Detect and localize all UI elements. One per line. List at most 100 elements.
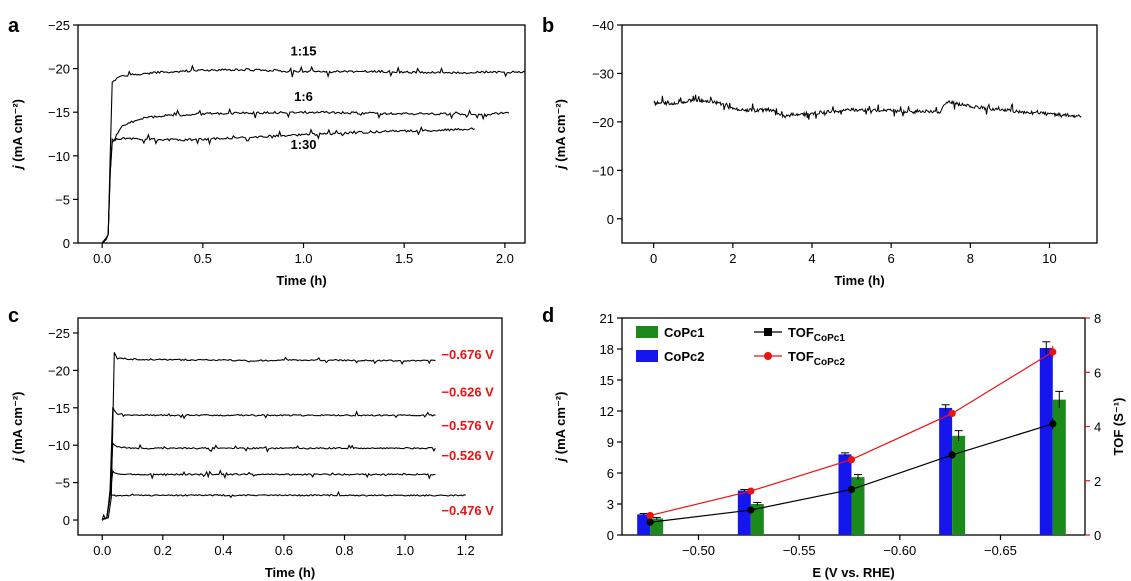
x-tick-label: 1.0 bbox=[396, 543, 414, 558]
tof-copc2-point bbox=[646, 511, 654, 520]
y-tick-label: 6 bbox=[607, 466, 614, 481]
y2-axis-label: TOF (S⁻¹) bbox=[1111, 398, 1126, 456]
x-tick-label: 1.0 bbox=[294, 251, 312, 266]
panel-letter-c: c bbox=[8, 305, 19, 327]
x-tick-label: 8 bbox=[967, 251, 974, 266]
series-line bbox=[101, 490, 466, 520]
x-tick-label: 2.0 bbox=[496, 251, 514, 266]
potential-label: −0.626 V bbox=[441, 385, 494, 400]
bar-copc2 bbox=[737, 490, 751, 535]
tof-copc1-point bbox=[747, 506, 755, 514]
y-tick-label: 15 bbox=[600, 373, 614, 388]
y-tick-label: −20 bbox=[48, 62, 70, 77]
y-tick-label: −5 bbox=[55, 476, 70, 491]
potential-label: −0.676 V bbox=[441, 347, 494, 362]
x-tick-label: 0.0 bbox=[93, 251, 111, 266]
x-tick-label: 0 bbox=[650, 251, 657, 266]
y-tick-label: 18 bbox=[600, 342, 614, 357]
bar-copc1 bbox=[750, 504, 764, 535]
bar-copc1 bbox=[952, 435, 966, 535]
y-tick-label: −20 bbox=[48, 363, 70, 378]
y-tick-label: −15 bbox=[48, 105, 70, 120]
panel-d-chart: −0.50 −0.55 −0.60 −0.65 0 3 6 9 12 15 18 21 E (V vs.… bbox=[553, 311, 1126, 580]
panel-letter-b: b bbox=[542, 15, 554, 37]
y-tick-label: −15 bbox=[48, 401, 70, 416]
x-tick-label: 0.6 bbox=[275, 543, 293, 558]
x-axis-label: Time (h) bbox=[276, 273, 326, 288]
panel-letter-a: a bbox=[8, 15, 20, 37]
x-axis-label: Time (h) bbox=[265, 565, 315, 580]
y-tick-label: 0 bbox=[607, 212, 614, 227]
x-tick-label: −0.65 bbox=[984, 543, 1017, 558]
y-tick-label: 21 bbox=[600, 311, 614, 326]
panel-b-chart: 0 2 4 6 8 10 0 −10 −20 −30 −40 Time (h) j (mA cm⁻²) bbox=[553, 18, 1098, 288]
y2-tick-label: 0 bbox=[1094, 528, 1101, 543]
legend-label-copc1: CoPc1 bbox=[664, 325, 704, 340]
bar-copc1 bbox=[1052, 399, 1066, 535]
plot-frame bbox=[621, 24, 1098, 244]
x-tick-label: −0.55 bbox=[783, 543, 816, 558]
legend-label-tof: TOFCoPc2 bbox=[788, 349, 845, 368]
x-tick-label: 0.5 bbox=[194, 251, 212, 266]
x-tick-label: 0.4 bbox=[214, 543, 232, 558]
x-tick-label: 0.0 bbox=[93, 543, 111, 558]
tof-copc2-point bbox=[948, 409, 956, 418]
tof-copc2-point bbox=[847, 455, 856, 464]
x-tick-label: 2 bbox=[729, 251, 736, 266]
y-axis-label: j (mA cm⁻²) bbox=[10, 392, 25, 464]
x-tick-label: 10 bbox=[1042, 251, 1056, 266]
legend-marker bbox=[764, 328, 772, 336]
series-line bbox=[101, 441, 436, 521]
bar-copc2 bbox=[637, 514, 651, 535]
x-tick-label: 1.5 bbox=[395, 251, 413, 266]
y-tick-label: 3 bbox=[607, 497, 614, 512]
bar-copc2 bbox=[939, 407, 953, 535]
bar-copc1 bbox=[851, 477, 865, 535]
y-tick-label: −25 bbox=[48, 326, 70, 341]
x-tick-label: 6 bbox=[888, 251, 895, 266]
series-line bbox=[101, 406, 436, 521]
y-tick-label: 12 bbox=[600, 404, 614, 419]
y-axis-label: j (mA cm⁻²) bbox=[553, 392, 568, 464]
panel-c-chart: 0.0 0.2 0.4 0.6 0.8 1.0 1.2 0 −5 −10 −15 −20 −25 Time… bbox=[10, 317, 503, 580]
x-tick-label: 0.2 bbox=[154, 543, 172, 558]
x-axis-label: E (V vs. RHE) bbox=[812, 565, 894, 580]
panel-letter-d: d bbox=[542, 305, 554, 327]
y2-tick-label: 4 bbox=[1094, 420, 1101, 435]
x-axis-label: Time (h) bbox=[834, 273, 884, 288]
x-tick-label: 4 bbox=[808, 251, 815, 266]
y2-tick-label: 2 bbox=[1094, 474, 1101, 489]
tof-copc1-point bbox=[646, 518, 654, 526]
plot-frame bbox=[77, 317, 503, 536]
bar-copc2 bbox=[838, 454, 852, 535]
y2-tick-label: 8 bbox=[1094, 311, 1101, 326]
y-tick-label: 0 bbox=[607, 528, 614, 543]
y-tick-label: −10 bbox=[48, 149, 70, 164]
potential-label: −0.526 V bbox=[441, 448, 494, 463]
tof-copc1-point bbox=[948, 451, 956, 459]
series-line-1-15 bbox=[101, 64, 526, 244]
tof-copc1-point bbox=[847, 485, 856, 494]
y-tick-label: 9 bbox=[607, 435, 614, 450]
series-line bbox=[101, 469, 436, 521]
series-line bbox=[653, 94, 1082, 120]
bar-copc2 bbox=[1039, 347, 1053, 535]
legend-swatch-copc1 bbox=[636, 326, 658, 338]
y-tick-label: −10 bbox=[48, 438, 70, 453]
legend-label-tof: TOFCoPc1 bbox=[788, 325, 845, 344]
series-line bbox=[101, 352, 436, 521]
series-annotation: 1:15 bbox=[290, 44, 316, 59]
x-tick-label: 0.8 bbox=[335, 543, 353, 558]
x-tick-label: 1.2 bbox=[457, 543, 475, 558]
y-axis-label: j (mA cm⁻²) bbox=[553, 99, 568, 171]
y-tick-label: −40 bbox=[592, 18, 614, 33]
tof-copc2-point bbox=[747, 487, 755, 495]
plot-frame bbox=[77, 24, 526, 244]
y-tick-label: −20 bbox=[592, 115, 614, 130]
potential-label: −0.476 V bbox=[441, 503, 494, 518]
legend-swatch-copc2 bbox=[636, 350, 658, 362]
y-tick-label: 0 bbox=[63, 236, 70, 251]
x-tick-label: −0.60 bbox=[883, 543, 916, 558]
y2-tick-label: 6 bbox=[1094, 365, 1101, 380]
panel-a-chart: 0.0 0.5 1.0 1.5 2.0 0 −5 −10 −15 −20 −25 Time (h) j … bbox=[10, 18, 526, 288]
